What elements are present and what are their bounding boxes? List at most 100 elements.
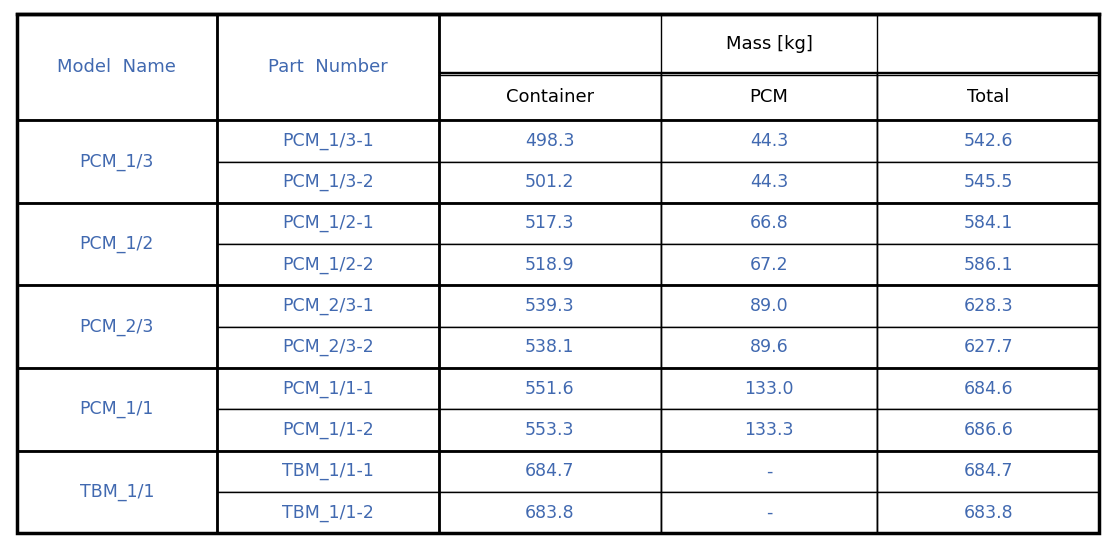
Text: 684.7: 684.7	[526, 462, 575, 480]
Text: PCM_1/2-2: PCM_1/2-2	[282, 256, 374, 274]
Bar	[661, 203, 877, 244]
Text: PCM_1/1-1: PCM_1/1-1	[282, 380, 374, 398]
Bar	[877, 492, 1099, 533]
Text: Model  Name: Model Name	[57, 58, 176, 76]
Text: 586.1: 586.1	[963, 256, 1013, 274]
Text: 44.3: 44.3	[750, 173, 788, 191]
Text: PCM_1/2-1: PCM_1/2-1	[282, 214, 374, 232]
Text: PCM_1/1: PCM_1/1	[79, 400, 154, 418]
Bar	[877, 161, 1099, 203]
Text: 66.8: 66.8	[750, 214, 789, 232]
Text: TBM_1/1-1: TBM_1/1-1	[282, 462, 374, 480]
Bar	[877, 409, 1099, 451]
Bar	[877, 327, 1099, 368]
Bar	[17, 368, 217, 451]
Text: 539.3: 539.3	[525, 297, 575, 315]
Text: -: -	[766, 504, 772, 522]
Text: 67.2: 67.2	[750, 256, 788, 274]
Text: 627.7: 627.7	[963, 339, 1013, 357]
Text: PCM: PCM	[750, 88, 789, 106]
Bar	[661, 492, 877, 533]
Text: PCM_1/2: PCM_1/2	[79, 235, 154, 253]
Text: 628.3: 628.3	[963, 297, 1013, 315]
Bar	[17, 14, 217, 120]
Text: 584.1: 584.1	[963, 214, 1013, 232]
Text: PCM_1/1-2: PCM_1/1-2	[282, 421, 374, 439]
Bar	[661, 409, 877, 451]
Bar	[877, 286, 1099, 327]
Bar	[17, 451, 217, 533]
Bar	[877, 73, 1099, 120]
Bar	[439, 73, 661, 120]
Text: PCM_2/3-2: PCM_2/3-2	[282, 339, 374, 357]
Text: Mass [kg]: Mass [kg]	[725, 34, 812, 53]
Text: PCM_1/3-1: PCM_1/3-1	[282, 132, 374, 150]
Bar	[217, 14, 439, 120]
Text: 89.6: 89.6	[750, 339, 789, 357]
Text: 542.6: 542.6	[963, 132, 1013, 150]
Bar	[217, 161, 439, 203]
Text: Container: Container	[506, 88, 594, 106]
Text: 133.0: 133.0	[744, 380, 793, 398]
Bar	[217, 327, 439, 368]
Bar	[661, 286, 877, 327]
Text: PCM_1/3-2: PCM_1/3-2	[282, 173, 374, 191]
Text: 133.3: 133.3	[744, 421, 793, 439]
Text: 501.2: 501.2	[526, 173, 575, 191]
Text: 553.3: 553.3	[526, 421, 575, 439]
Bar	[661, 120, 877, 161]
Bar	[877, 451, 1099, 492]
Bar	[217, 492, 439, 533]
Bar	[17, 203, 217, 286]
Text: Part  Number: Part Number	[268, 58, 388, 76]
Bar	[217, 244, 439, 286]
Bar	[439, 451, 661, 492]
Text: 44.3: 44.3	[750, 132, 788, 150]
Bar	[439, 244, 661, 286]
Bar	[877, 203, 1099, 244]
Text: PCM_1/3: PCM_1/3	[79, 153, 154, 171]
Bar	[439, 120, 661, 161]
Text: PCM_2/3: PCM_2/3	[79, 318, 154, 336]
Text: 498.3: 498.3	[526, 132, 575, 150]
Text: 684.6: 684.6	[963, 380, 1013, 398]
Bar	[661, 73, 877, 120]
Bar	[217, 120, 439, 161]
Bar	[217, 286, 439, 327]
Bar	[661, 368, 877, 409]
Text: 89.0: 89.0	[750, 297, 788, 315]
Text: 538.1: 538.1	[526, 339, 575, 357]
Bar	[217, 368, 439, 409]
Bar	[661, 161, 877, 203]
Bar	[439, 368, 661, 409]
Text: 551.6: 551.6	[525, 380, 575, 398]
Bar	[439, 161, 661, 203]
Text: 684.7: 684.7	[963, 462, 1013, 480]
Bar	[439, 14, 1099, 73]
Text: Total: Total	[968, 88, 1010, 106]
Bar	[877, 368, 1099, 409]
Text: TBM_1/1-2: TBM_1/1-2	[282, 504, 374, 522]
Text: 686.6: 686.6	[963, 421, 1013, 439]
Bar	[661, 451, 877, 492]
Bar	[661, 327, 877, 368]
Bar	[877, 244, 1099, 286]
Text: 518.9: 518.9	[525, 256, 575, 274]
Bar	[217, 203, 439, 244]
Text: -: -	[766, 462, 772, 480]
Text: 517.3: 517.3	[526, 214, 575, 232]
Bar	[439, 492, 661, 533]
Bar	[17, 120, 217, 203]
Bar	[217, 409, 439, 451]
Bar	[439, 203, 661, 244]
Text: TBM_1/1: TBM_1/1	[79, 483, 154, 501]
Text: 683.8: 683.8	[963, 504, 1013, 522]
Bar	[661, 244, 877, 286]
Bar	[877, 120, 1099, 161]
Bar	[17, 286, 217, 368]
Text: PCM_2/3-1: PCM_2/3-1	[282, 297, 374, 315]
Bar	[439, 409, 661, 451]
Text: 545.5: 545.5	[963, 173, 1013, 191]
Bar	[217, 451, 439, 492]
Bar	[439, 286, 661, 327]
